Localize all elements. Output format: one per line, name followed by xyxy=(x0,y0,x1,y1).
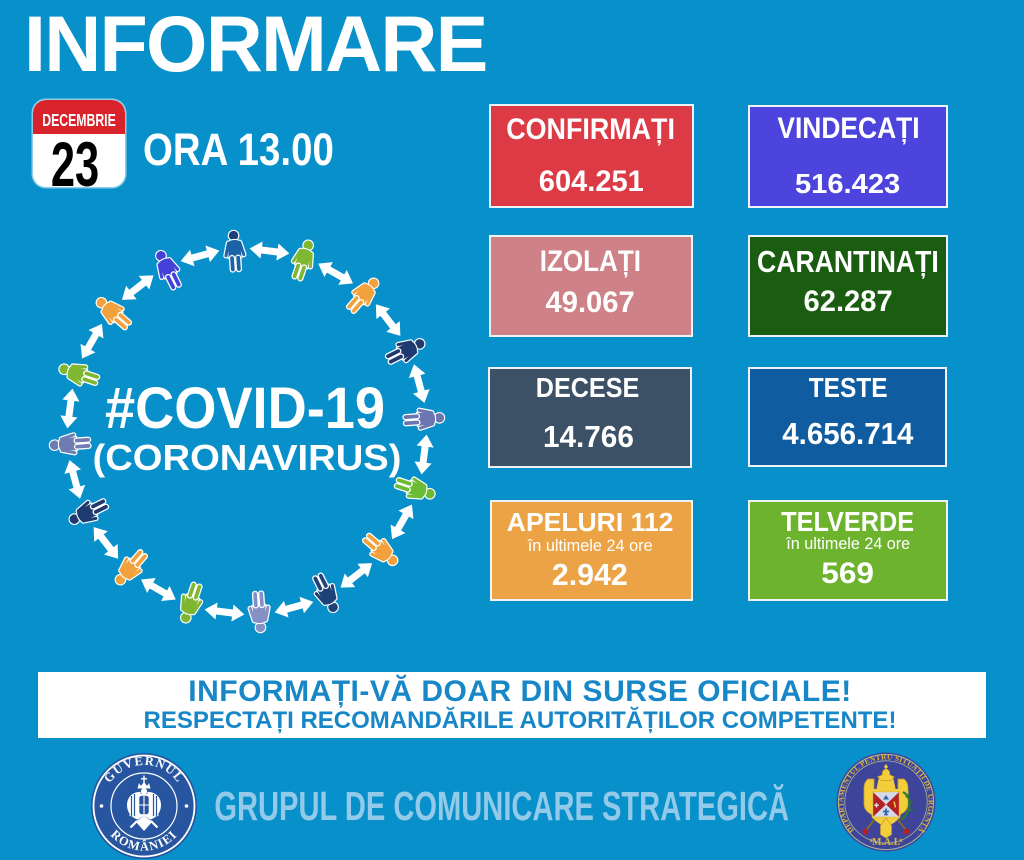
svg-text:✶: ✶ xyxy=(898,837,904,845)
svg-text:(CORONAVIRUS): (CORONAVIRUS) xyxy=(93,437,402,478)
svg-text:M.A.I.: M.A.I. xyxy=(872,837,901,848)
svg-text:#COVID-19: #COVID-19 xyxy=(105,376,385,441)
svg-text:✶: ✶ xyxy=(869,837,875,845)
